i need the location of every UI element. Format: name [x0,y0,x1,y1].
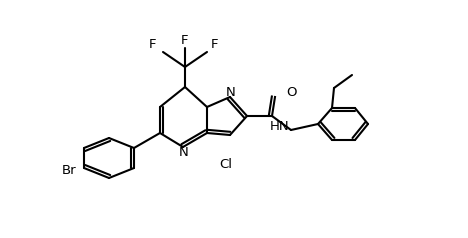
Text: HN: HN [270,119,289,133]
Text: F: F [149,39,157,51]
Text: F: F [181,34,189,46]
Text: F: F [210,39,218,51]
Text: O: O [286,85,297,99]
Text: Br: Br [62,164,77,177]
Text: N: N [179,145,189,159]
Text: N: N [226,85,236,99]
Text: Cl: Cl [219,158,233,170]
